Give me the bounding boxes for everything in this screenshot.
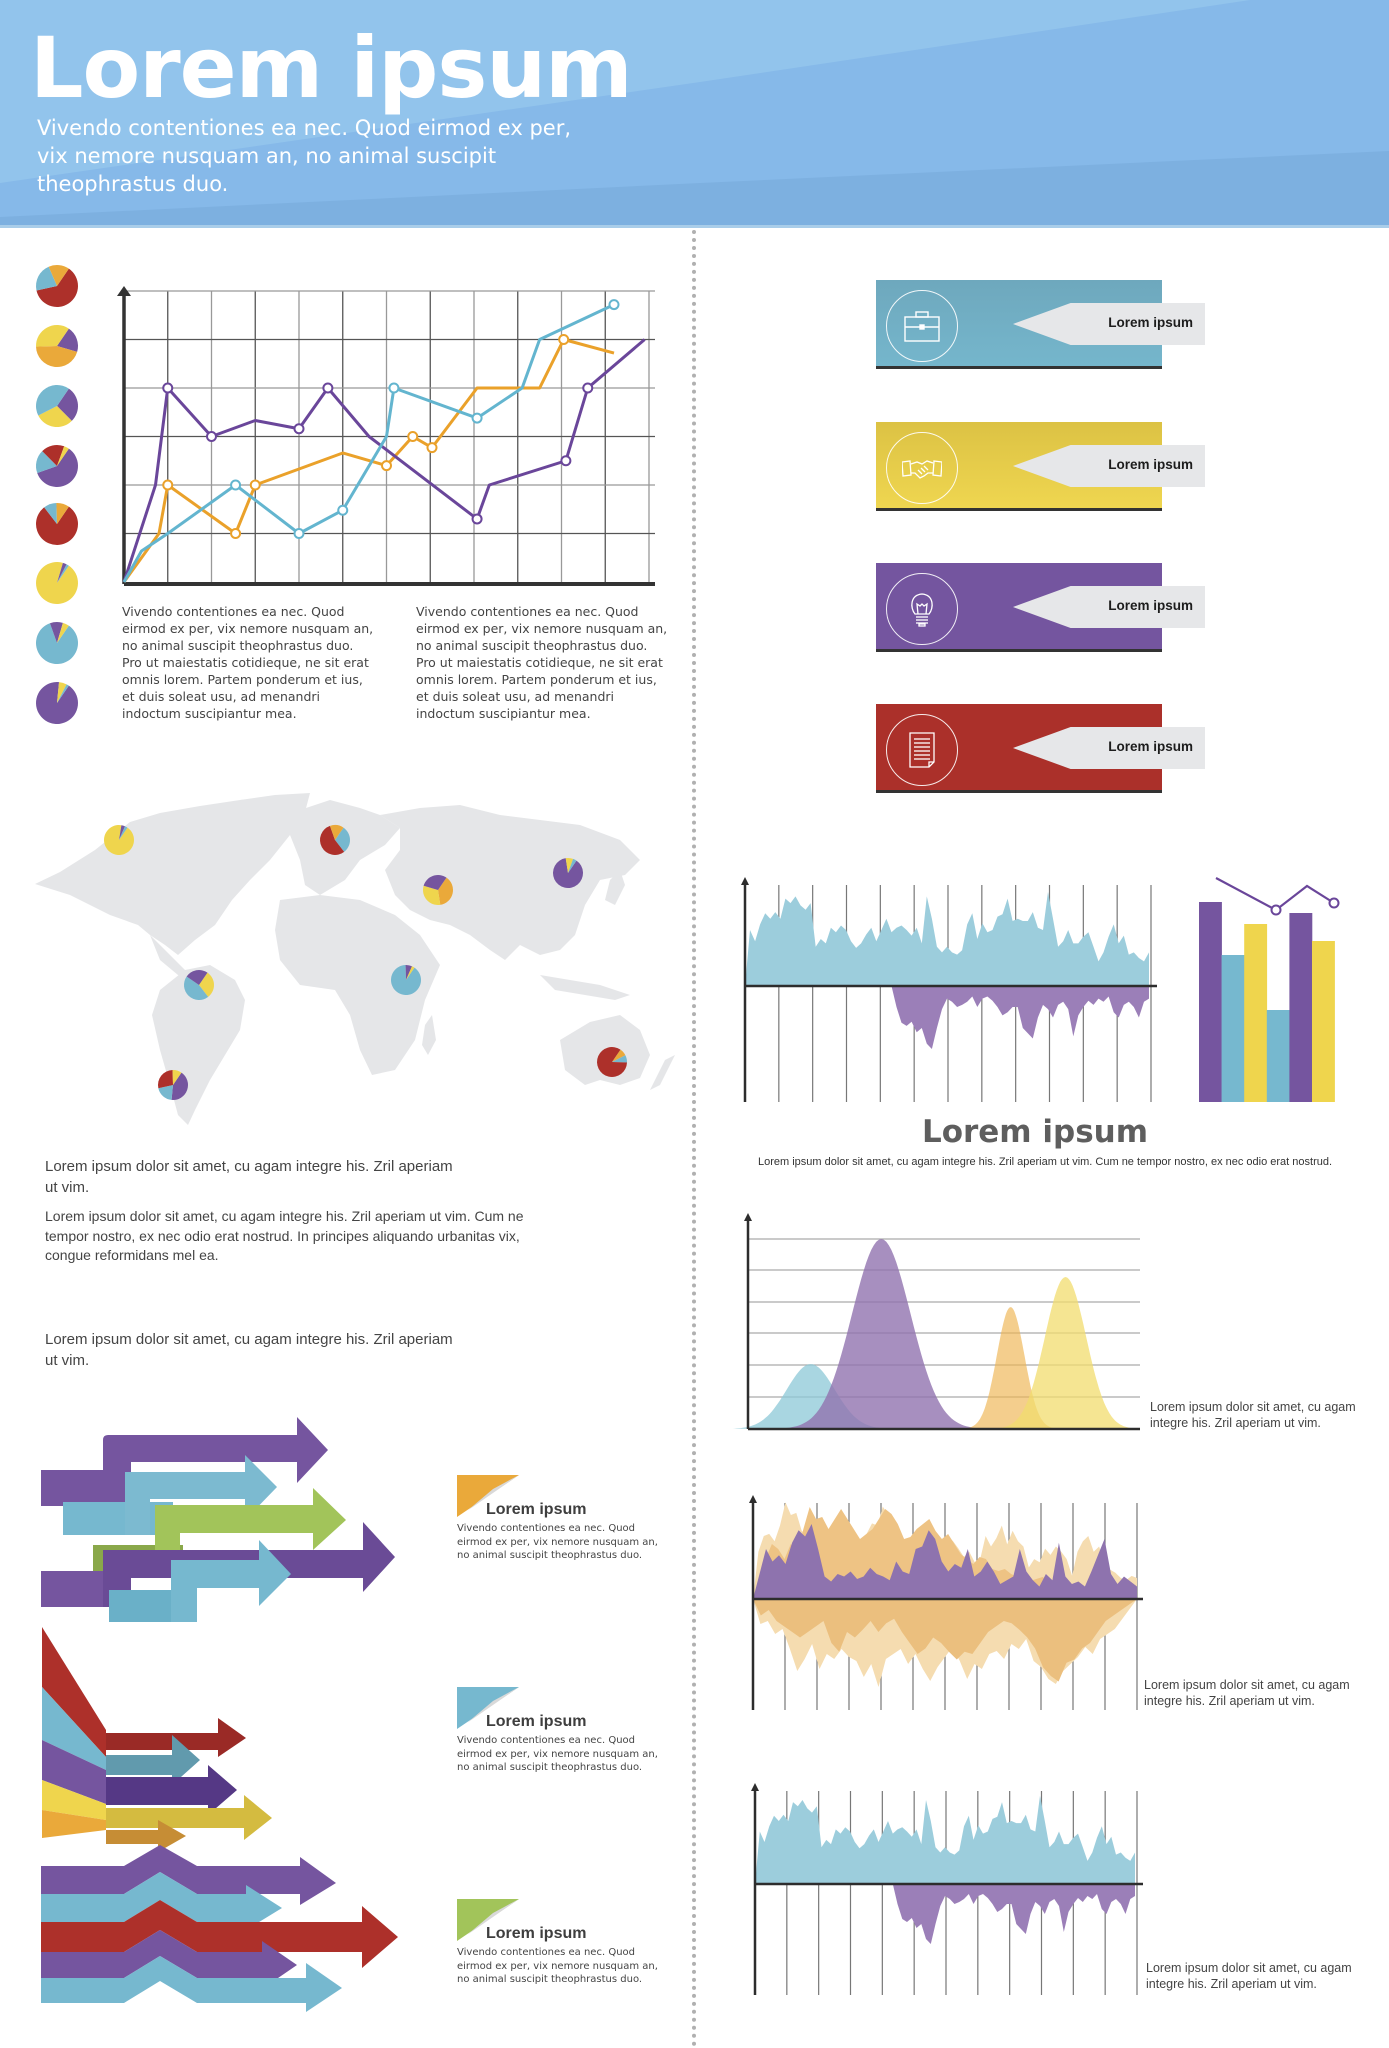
banner-label: Lorem ipsum (1108, 457, 1193, 472)
icon-circle (886, 573, 958, 645)
pie-chart-icon (35, 622, 78, 664)
layered-chart-caption: Lorem ipsum dolor sit amet, cu agam inte… (1144, 1678, 1350, 1708)
icon-circle (886, 714, 958, 786)
banner-label: Lorem ipsum (1108, 598, 1193, 613)
side-pie-column (35, 265, 79, 724)
pie-chart-icon (597, 1047, 627, 1077)
icon-circle (886, 432, 958, 504)
map-pie-markers (103, 825, 627, 1100)
line-series-blue (122, 303, 615, 583)
pie-chart-icon (36, 324, 78, 367)
ribbon-arrows-cluster (41, 1417, 395, 1622)
page-subtitle: Vivendo contentiones ea nec. Quod eirmod… (37, 116, 572, 196)
pie-chart-icon (184, 970, 214, 1000)
paragraph-left: Vivendo contentiones ea nec. Quod eirmod… (122, 604, 374, 721)
banner-label: Lorem ipsum (1108, 739, 1193, 754)
map-caption-body: Lorem ipsum dolor sit amet, cu agam inte… (45, 1208, 524, 1263)
pie-chart-icon (35, 384, 79, 427)
handshake-icon (902, 460, 942, 479)
section-title: Lorem ipsum (921, 1114, 1149, 1150)
arrow-label-desc: Vivendo contentiones ea nec. Quod eirmod… (457, 1947, 658, 1985)
bell-orange (963, 1307, 1058, 1429)
pie-chart-icon (157, 1069, 188, 1100)
diverging-area-chart (741, 877, 1157, 1102)
mini-bar-chart (1199, 877, 1340, 1102)
pie-chart-icon (422, 875, 453, 905)
banner-label-tab: Lorem ipsum (1013, 586, 1205, 628)
page-title: Lorem ipsum (30, 19, 633, 117)
line-series-orange (122, 338, 615, 583)
pie-chart-icon (36, 682, 79, 724)
chevron-arrows-cluster (41, 1845, 398, 2012)
pie-chart-icon (35, 445, 78, 487)
arrow-label-title: Lorem ipsum (486, 1925, 587, 1942)
arrow-label-desc: Vivendo contentiones ea nec. Quod eirmod… (457, 1523, 658, 1561)
pie-chart-icon (35, 561, 78, 604)
pie-chart-icon (36, 265, 78, 307)
banner-label-tab: Lorem ipsum (1013, 727, 1205, 769)
document-icon (909, 732, 935, 768)
pie-chart-icon (36, 503, 79, 546)
bell-yellow (995, 1277, 1137, 1429)
pie-chart-icon (103, 825, 134, 856)
pie-chart-icon (320, 825, 350, 855)
pie-chart-icon (391, 965, 421, 995)
header-background (0, 0, 1389, 228)
arrow-label-desc: Vivendo contentiones ea nec. Quod eirmod… (457, 1735, 658, 1773)
arrow-label-title: Lorem ipsum (486, 1501, 587, 1518)
arrow-label-1: Lorem ipsum Vivendo contentiones ea nec.… (457, 1475, 677, 1575)
section-subtitle: Lorem ipsum dolor sit amet, cu agam inte… (757, 1156, 1333, 1168)
lightbulb-icon (911, 593, 933, 627)
arrow-label-2: Lorem ipsum Vivendo contentiones ea nec.… (457, 1687, 677, 1787)
bell-curve-chart (728, 1213, 1140, 1431)
world-map (35, 793, 675, 1125)
header-banner: Lorem ipsum Vivendo contentiones ea nec.… (0, 0, 1389, 228)
diverging-area-chart-2 (751, 1783, 1143, 1995)
bell-blue (728, 1364, 893, 1429)
banner-label-tab: Lorem ipsum (1013, 445, 1205, 487)
pie-chart-icon (553, 858, 583, 888)
area-chart-caption: Lorem ipsum dolor sit amet, cu agam inte… (1146, 1961, 1352, 1991)
section-lead: Lorem ipsum dolor sit amet, cu agam inte… (45, 1331, 453, 1369)
icon-circle (886, 290, 958, 362)
bell-purple (781, 1239, 982, 1429)
orange-corner-icon (457, 1475, 519, 1517)
banner-document: Lorem ipsum (876, 704, 1205, 793)
bell-chart-caption: Lorem ipsum dolor sit amet, cu agam inte… (1150, 1400, 1356, 1430)
banner-label-tab: Lorem ipsum (1013, 303, 1205, 345)
fan-arrows-cluster (42, 1627, 272, 1852)
paragraph-right: Vivendo contentiones ea nec. Quod eirmod… (416, 604, 668, 721)
arrow-label-title: Lorem ipsum (486, 1713, 587, 1730)
layered-area-chart (749, 1495, 1143, 1710)
line-chart-grid (117, 286, 655, 586)
map-caption-lead: Lorem ipsum dolor sit amet, cu agam inte… (45, 1158, 453, 1196)
column-divider (692, 230, 696, 2048)
line-chart (117, 286, 655, 586)
banner-briefcase: Lorem ipsum (876, 280, 1205, 369)
banner-lightbulb: Lorem ipsum (876, 563, 1205, 652)
banner-label: Lorem ipsum (1108, 315, 1193, 330)
blue-corner-icon (457, 1687, 519, 1729)
green-corner-icon (457, 1899, 519, 1941)
banner-handshake: Lorem ipsum (876, 422, 1205, 511)
right-charts (728, 877, 1340, 1995)
arrow-illustrations (41, 1417, 398, 2012)
briefcase-icon (904, 311, 940, 342)
arrow-label-3: Lorem ipsum Vivendo contentiones ea nec.… (457, 1899, 677, 1999)
